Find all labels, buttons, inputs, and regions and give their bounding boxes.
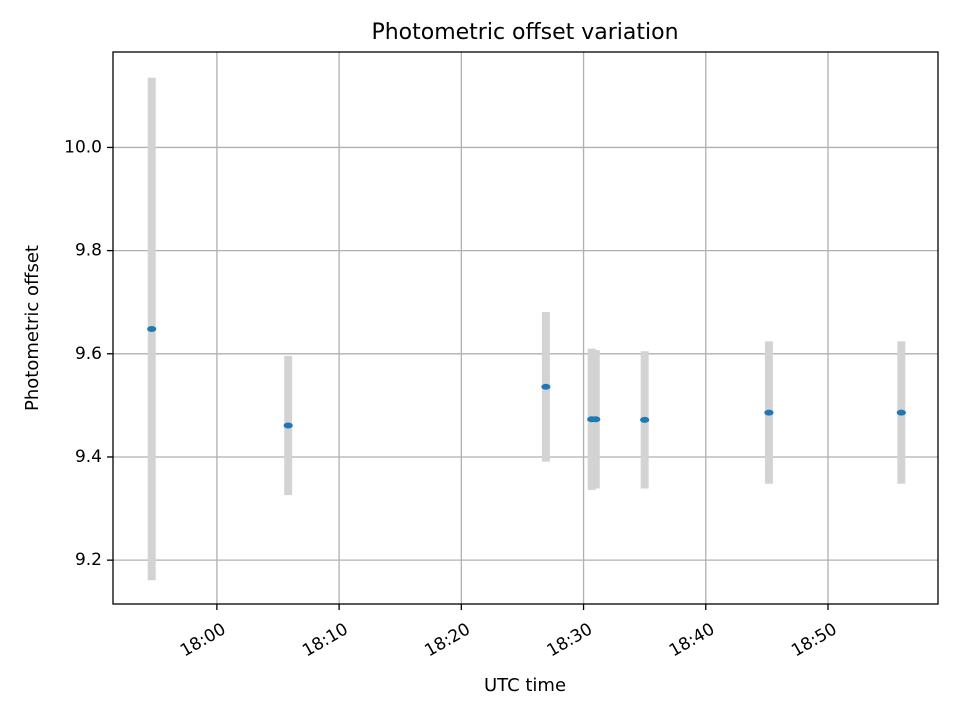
data-point: [147, 326, 157, 333]
x-tick-label: 18:00: [177, 619, 229, 661]
x-tick-label: 18:50: [788, 619, 840, 661]
x-axis-label: UTC time: [484, 675, 566, 696]
y-tick-label: 9.6: [75, 344, 102, 364]
data-point: [283, 422, 293, 429]
y-tick-label: 9.8: [75, 241, 102, 261]
data-point: [541, 383, 551, 390]
y-tick-label: 9.4: [75, 447, 102, 467]
y-tick-label: 9.2: [75, 550, 102, 570]
plot-frame: [112, 51, 939, 605]
y-axis-label: Photometric offset: [22, 245, 43, 411]
error-bars: [147, 77, 906, 581]
data-point: [764, 409, 774, 416]
x-tick-label: 18:40: [666, 619, 718, 661]
chart-title: Photometric offset variation: [371, 20, 678, 45]
data-point: [896, 409, 906, 416]
axis-ticks: 18:00 18:10 18:20 18:30 18:40 18:50 9.2 9.4 9.6 9…: [64, 137, 840, 661]
x-tick-label: 18:20: [421, 619, 473, 661]
data-point: [640, 416, 650, 423]
data-points: [147, 326, 906, 429]
x-tick-label: 18:30: [544, 619, 596, 661]
data-point: [591, 416, 601, 423]
y-tick-label: 10.0: [64, 137, 102, 157]
x-tick-label: 18:10: [299, 619, 351, 661]
grid: [113, 52, 938, 604]
